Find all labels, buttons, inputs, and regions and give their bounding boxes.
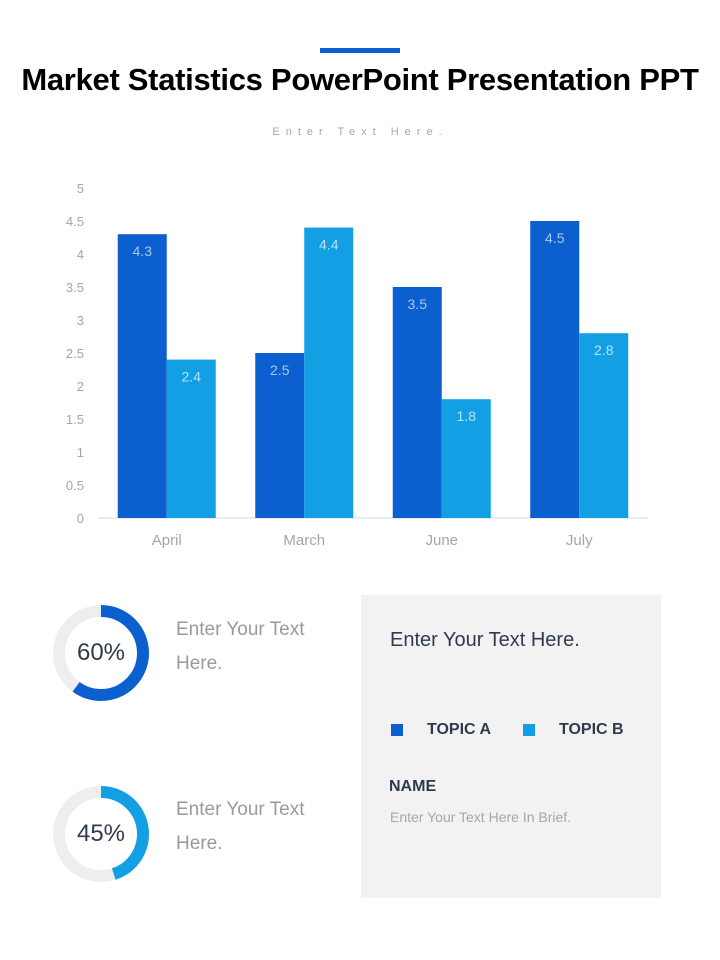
stat-text-line: Enter Your Text bbox=[176, 799, 305, 820]
y-tick-label: 0.5 bbox=[66, 478, 84, 493]
bar-chart: 0 0.5 1 1.5 2 2.5 3 3.5 4 4.5 5 4.3 2.4 April 2.5 4.4 Ma… bbox=[66, 181, 648, 549]
stat-text-1: Enter Your Text Here. bbox=[176, 613, 336, 681]
bar-topic-b bbox=[304, 227, 354, 518]
bar-topic-a bbox=[117, 234, 167, 518]
bar-topic-a bbox=[530, 221, 580, 518]
panel-description: Enter Your Text Here In Brief. bbox=[390, 809, 572, 825]
panel-name-label: NAME bbox=[389, 778, 437, 795]
bar-topic-a bbox=[392, 287, 442, 518]
y-tick-label: 1 bbox=[77, 445, 84, 460]
bar-data-label: 3.5 bbox=[408, 296, 428, 312]
bar-data-label: 2.4 bbox=[182, 369, 202, 385]
legend-swatch bbox=[391, 724, 403, 736]
stat-ring-2: 45% bbox=[51, 784, 151, 884]
page-subtitle: Enter Text Here. bbox=[272, 126, 448, 138]
y-tick-label: 1.5 bbox=[66, 412, 84, 427]
bar-data-label: 4.3 bbox=[133, 243, 153, 259]
y-tick-label: 0 bbox=[77, 511, 84, 526]
bar-data-label: 4.5 bbox=[545, 230, 565, 246]
y-tick-label: 4 bbox=[77, 247, 84, 262]
y-tick-label: 3.5 bbox=[66, 280, 84, 295]
x-tick-label: March bbox=[283, 532, 325, 549]
legend-swatch bbox=[523, 724, 535, 736]
stat-text-line: Enter Your Text bbox=[176, 619, 305, 640]
bar-data-label: 2.8 bbox=[594, 342, 614, 358]
y-tick-label: 2.5 bbox=[66, 346, 84, 361]
x-tick-label: April bbox=[152, 532, 182, 549]
page-title: Market Statistics PowerPoint Presentatio… bbox=[21, 62, 699, 97]
bar-topic-b bbox=[441, 399, 491, 518]
bar-topic-a bbox=[255, 353, 305, 518]
legend-label: TOPIC B bbox=[559, 721, 624, 738]
info-panel: Enter Your Text Here. TOPIC A TOPIC B NA… bbox=[361, 595, 661, 898]
bar-data-label: 2.5 bbox=[270, 362, 290, 378]
legend-label: TOPIC A bbox=[427, 721, 492, 738]
stat-value: 60% bbox=[76, 639, 126, 666]
x-tick-label: June bbox=[425, 532, 458, 549]
stat-text-line: Here. bbox=[176, 653, 223, 674]
y-tick-label: 5 bbox=[77, 181, 84, 196]
y-tick-label: 3 bbox=[77, 313, 84, 328]
bar-data-label: 1.8 bbox=[457, 408, 477, 424]
bar-data-label: 4.4 bbox=[319, 237, 339, 253]
stat-text-2: Enter Your Text Here. bbox=[176, 793, 336, 861]
stat-ring-1: 60% bbox=[51, 603, 151, 703]
x-tick-label: July bbox=[566, 532, 593, 549]
y-tick-label: 4.5 bbox=[66, 214, 84, 229]
title-accent-bar bbox=[320, 48, 400, 53]
ring-progress-arc bbox=[53, 786, 149, 882]
ring-progress-arc bbox=[53, 605, 149, 701]
stat-value: 45% bbox=[76, 820, 126, 847]
y-tick-label: 2 bbox=[77, 379, 84, 394]
bar-topic-b bbox=[579, 333, 629, 518]
stat-text-line: Here. bbox=[176, 833, 223, 854]
panel-heading: Enter Your Text Here. bbox=[390, 629, 580, 651]
bar-topic-b bbox=[166, 359, 216, 518]
